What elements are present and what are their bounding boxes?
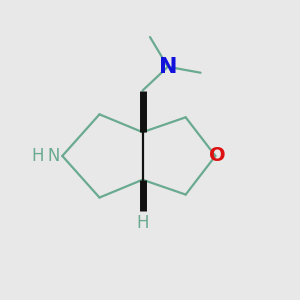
Text: H: H [136,214,149,232]
Text: N: N [159,57,177,77]
Text: O: O [208,146,225,165]
Text: H N: H N [32,147,60,165]
